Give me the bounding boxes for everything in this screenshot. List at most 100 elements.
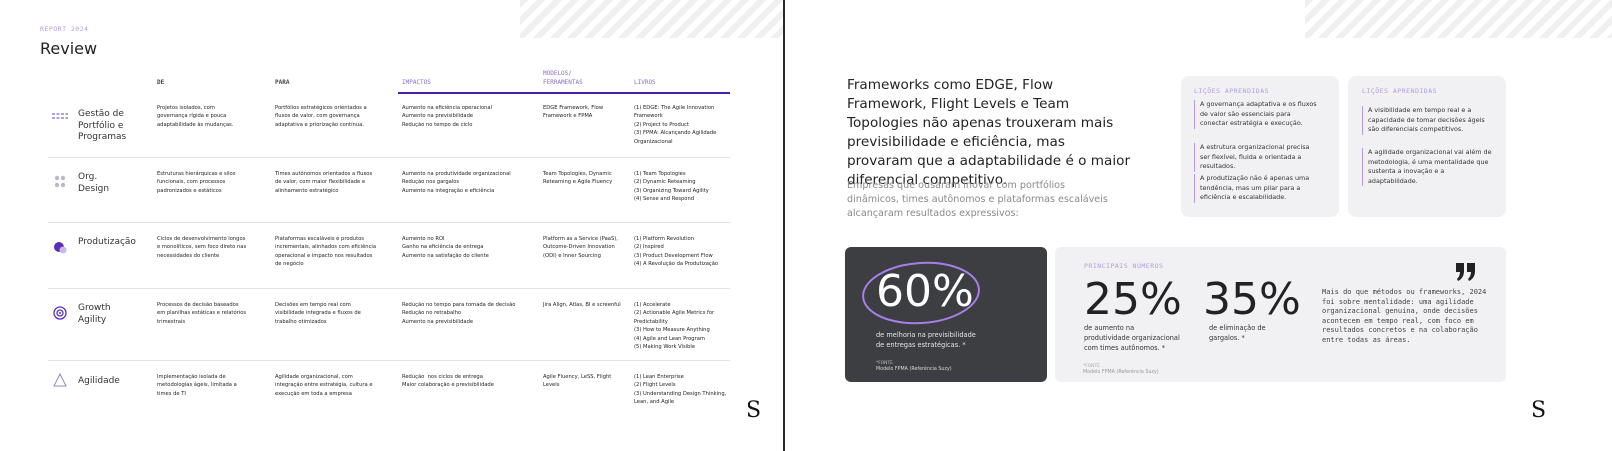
numbers-card (1055, 247, 1506, 382)
column-header: MODELOS/ FERRAMENTAS (543, 70, 583, 86)
row-divider (48, 288, 730, 289)
hatch-pattern (1305, 0, 1612, 38)
column-header: PARA (275, 79, 290, 86)
book-item: (4) A Revolução da Produtização (634, 261, 719, 268)
from-cell: Processos de decisão baseados em planilh… (157, 302, 247, 325)
tools-cell: Jira Align, Atlas, BI e screenful (543, 302, 621, 308)
logo: S (746, 398, 762, 423)
book-item: (2) Project to Product (634, 121, 689, 128)
stat-number: 35% (1203, 274, 1301, 325)
tools-cell: Agile Fluency, LeSS, Flight Levels (543, 374, 612, 389)
books-cell: (1) Lean Enterprise (2) Flight Levels (3) … (634, 373, 729, 407)
to-cell: Times autônomos orientados a fluxos de v… (275, 171, 373, 194)
lessons-title: LIÇÕES APRENDIDAS (1194, 87, 1270, 95)
stat-number: 25% (1084, 274, 1182, 325)
impact-item: Maior colaboração e previsibilidade (402, 382, 494, 389)
impact-item: Ganho na eficiência de entrega (402, 244, 484, 251)
hatch-pattern (520, 0, 784, 38)
book-item: (5) Making Work Visible (634, 344, 696, 351)
book-item: (4) Sense and Respond (634, 196, 695, 203)
lessons-card (1348, 76, 1506, 217)
impact-item: Aumento na previsibilidade (402, 318, 474, 325)
slide-divider (783, 0, 785, 451)
book-item: (3) Product Development Flow (634, 252, 713, 259)
books-cell: (1) Platform Revolution (2) Inspired (3) P… (634, 235, 729, 269)
book-item: (2) Dynamic Reteaming (634, 179, 696, 186)
lesson-item: A estrutura organizacional precisa ser f… (1194, 143, 1320, 172)
tools-cell: Platform as a Service (PaaS), Outcome-Dr… (543, 236, 618, 259)
to-cell: Agilidade organizacional, com integração… (275, 374, 373, 397)
row-label: Growth Agility (78, 303, 111, 325)
highlight-number: 60% (876, 266, 974, 317)
eyebrow: REPORT 2024 (40, 25, 89, 33)
highlight-card (845, 247, 1047, 382)
impact-item: Aumento na previsibilidade (402, 113, 474, 120)
row-label: Produtização (78, 237, 136, 247)
lesson-item: A produtização não é apenas uma tendênci… (1194, 174, 1320, 203)
tools-cell: Team Topologies, Dynamic Reteaming e Agi… (543, 171, 613, 186)
highlight-ellipse (862, 261, 980, 325)
impact-item: Redução nos ciclos de entrega (402, 374, 483, 380)
impact-item: Aumento na eficiência operacional (402, 105, 493, 111)
row-label: Org. Design (78, 172, 110, 194)
from-cell: Implementação isolada de metodologias ág… (157, 374, 237, 397)
source-label: *FONTE (1083, 364, 1100, 369)
book-item: (4) Agile and Lean Program (634, 335, 705, 342)
row-divider (48, 222, 730, 223)
header-underline (398, 92, 730, 94)
lessons-card (1181, 76, 1339, 217)
book-item: (2) Flight Levels (634, 382, 676, 389)
numbers-title: PRINCIPAIS NÚMEROS (1084, 262, 1164, 270)
impact-item: Redução no tempo para tomada de decisão (402, 302, 516, 308)
impact-item: Aumento na produtividade organizacional (402, 171, 511, 177)
book-item: (3) Organizing Toward Agility (634, 187, 709, 194)
book-item: (1) Platform Revolution (634, 236, 694, 242)
impact-item: Redução no retrabalho (402, 310, 462, 317)
impact-item: Aumento na integração e eficiência (402, 187, 495, 194)
quote: Mais do que métodos ou frameworks, 2024 … (1322, 288, 1487, 344)
impact-item: Aumento no ROI (402, 236, 445, 242)
row-divider (48, 360, 730, 361)
source: Modelo FPMA (Referência Suzy) (876, 367, 952, 372)
lesson-item: A visibilidade em tempo real e a capacid… (1362, 106, 1494, 135)
book-item: (2) Actionable Agile Metrics for Predict… (634, 310, 715, 325)
row-divider (48, 157, 730, 158)
column-header: DE (157, 79, 165, 86)
slide-title: Review (40, 39, 98, 58)
row-label: Agilidade (78, 376, 120, 386)
highlight-caption: de melhoria na previsibilidade de entreg… (876, 331, 976, 349)
column-header: IMPACTOS (402, 79, 431, 86)
heading: Frameworks como EDGE, Flow Framework, Fl… (847, 77, 1131, 188)
book-item: (3) How to Measure Anything (634, 327, 710, 334)
to-cell: Plataformas escaláveis e produtos increm… (275, 236, 377, 268)
to-cell: Portfólios estratégicos orientados a flu… (275, 105, 367, 128)
stat-caption: de aumento na produtividade organizacion… (1084, 324, 1180, 352)
source-label: *FONTE (876, 361, 893, 366)
row-icons (52, 113, 68, 387)
book-item: (3) Understanding Design Thinking, Lean,… (634, 390, 727, 406)
from-cell: Projetos isolados, com governança rígida… (157, 105, 234, 128)
impact-item: Aumento na satisfação do cliente (402, 252, 489, 259)
tools-cell: EDGE Framework, Flow Framework e FPMA (543, 105, 604, 120)
quote-icon (1456, 263, 1475, 281)
stat-caption: de eliminação de gargalos. * (1209, 324, 1266, 342)
impact-item: Redução no tempo de ciclo (402, 121, 473, 128)
logo: S (1531, 398, 1547, 423)
lesson-item: A agilidade organizacional vai além de m… (1362, 148, 1494, 187)
subheading: Empresas que ousaram inovar com portfóli… (847, 180, 1108, 219)
impact-item: Redução nos gargalos (402, 179, 460, 186)
lesson-item: A governança adaptativa e os fluxos de v… (1194, 100, 1320, 129)
source: Modelo FPMA (Referência Suzy) (1083, 370, 1159, 375)
column-header: LIVROS (634, 79, 656, 86)
book-item: (1) EDGE: The Agile Innovation Framework (634, 105, 715, 120)
to-cell: Decisões em tempo real com visibilidade … (275, 302, 361, 325)
book-item: (1) Accelerate (634, 302, 671, 308)
books-cell: (1) Accelerate (2) Actionable Agile Metri… (634, 301, 729, 351)
row-label: Gestão de Portfólio e Programas (78, 109, 127, 142)
book-item: (3) FPMA: Alcançando Agilidade Organizac… (634, 130, 717, 145)
lessons-title: LIÇÕES APRENDIDAS (1362, 87, 1438, 95)
from-cell: Ciclos de desenvolvimento longos e monol… (157, 236, 247, 259)
book-item: (1) Lean Enterprise (634, 374, 684, 380)
books-cell: (1) EDGE: The Agile Innovation Framework… (634, 104, 729, 146)
